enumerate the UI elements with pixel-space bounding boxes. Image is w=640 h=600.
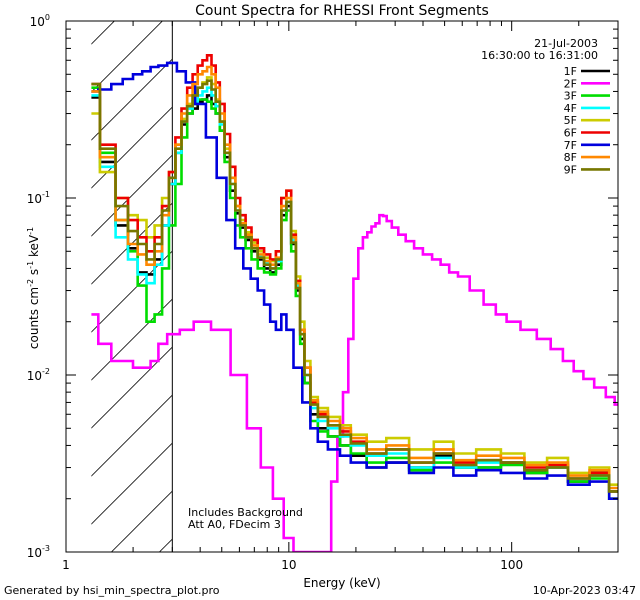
hatch-line (91, 106, 173, 189)
hatch-line (91, 346, 173, 429)
hatch-lines (91, 21, 173, 552)
series-7F (91, 61, 618, 500)
x-tick-label: 10 (281, 558, 296, 572)
x-tick-label: 1 (62, 558, 70, 572)
legend-label-3F: 3F (564, 90, 577, 103)
legend-date: 21-Jul-2003 (534, 37, 598, 50)
y-tick-label: 10-3 (27, 544, 50, 560)
y-tick-base: 10 (30, 15, 45, 29)
y-tick-exponent: -3 (42, 544, 50, 553)
legend-label-2F: 2F (564, 77, 577, 90)
legend-label-5F: 5F (564, 114, 577, 127)
plot-frame (65, 20, 619, 553)
legend-label-9F: 9F (564, 163, 577, 176)
y-tick-base: 10 (27, 546, 42, 560)
legend: 21-Jul-2003 16:30:00 to 16:31:00 1F2F3F4… (481, 37, 610, 176)
chart-title: Count Spectra for RHESSI Front Segments (195, 3, 489, 19)
series-9F (91, 79, 618, 493)
y-label-exp2: -1 (26, 261, 35, 269)
legend-time-range: 16:30:00 to 16:31:00 (481, 49, 598, 62)
y-tick-label: 100 (30, 13, 50, 29)
footer-timestamp: 10-Apr-2023 03:47 (533, 584, 636, 597)
y-axis-label: counts cm-2 s-1 keV-1 (26, 227, 41, 349)
y-tick-exponent: -2 (42, 367, 50, 376)
y-tick-base: 10 (27, 192, 42, 206)
y-tick-label: 10-1 (27, 190, 50, 206)
annotation-attenuator: Att A0, FDecim 3 (188, 518, 281, 531)
x-tick-label: 100 (500, 558, 523, 572)
y-tick-base: 10 (27, 369, 42, 383)
y-label-exp3: -1 (26, 227, 35, 235)
legend-label-1F: 1F (564, 65, 577, 78)
y-tick-label: 10-2 (27, 367, 50, 383)
series-2F (91, 213, 618, 552)
y-label-pre: counts cm (27, 287, 41, 349)
legend-label-8F: 8F (564, 151, 577, 164)
shaded-region (91, 21, 173, 552)
legend-label-6F: 6F (564, 127, 577, 140)
y-tick-exponent: -1 (42, 190, 50, 199)
hatch-line (91, 394, 173, 477)
annotation-background: Includes Background (188, 506, 303, 519)
y-label-mid: s (27, 269, 41, 279)
y-label-post: keV (27, 234, 41, 261)
y-tick-exponent: 0 (45, 13, 50, 22)
legend-label-7F: 7F (564, 139, 577, 152)
y-label-exp1: -2 (26, 279, 35, 287)
x-axis-label: Energy (keV) (303, 576, 380, 590)
legend-label-4F: 4F (564, 102, 577, 115)
series-group (91, 54, 618, 552)
footer-generated-by: Generated by hsi_min_spectra_plot.pro (4, 584, 220, 597)
